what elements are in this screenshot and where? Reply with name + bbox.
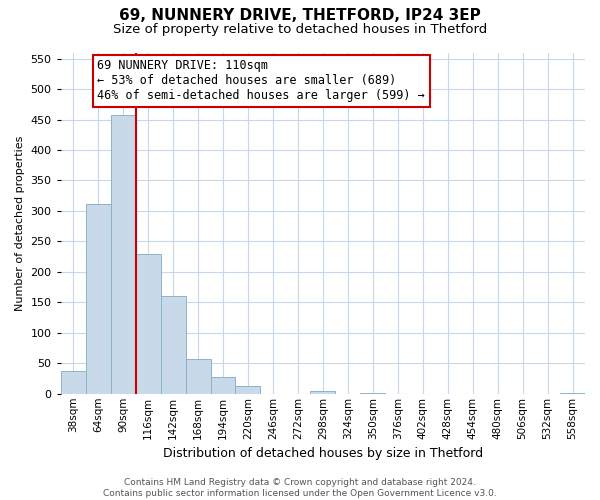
Bar (110, 116, 136, 394)
Text: 69, NUNNERY DRIVE, THETFORD, IP24 3EP: 69, NUNNERY DRIVE, THETFORD, IP24 3EP (119, 8, 481, 22)
Bar (86, 204, 110, 394)
Bar (310, 390, 335, 394)
X-axis label: Distribution of detached houses by size in Thetford: Distribution of detached houses by size … (163, 447, 483, 460)
Text: 69 NUNNERY DRIVE: 110sqm
← 53% of detached houses are smaller (689)
46% of semi-: 69 NUNNERY DRIVE: 110sqm ← 53% of detach… (97, 60, 425, 102)
Bar (161, 296, 185, 394)
Bar (560, 392, 585, 394)
Text: Contains HM Land Registry data © Crown copyright and database right 2024.
Contai: Contains HM Land Registry data © Crown c… (103, 478, 497, 498)
Bar (211, 378, 235, 394)
Bar (185, 359, 211, 394)
Bar (235, 386, 260, 394)
Bar (61, 370, 86, 394)
Y-axis label: Number of detached properties: Number of detached properties (15, 136, 25, 311)
Bar (136, 254, 161, 394)
Text: Size of property relative to detached houses in Thetford: Size of property relative to detached ho… (113, 22, 487, 36)
Bar (361, 392, 385, 394)
